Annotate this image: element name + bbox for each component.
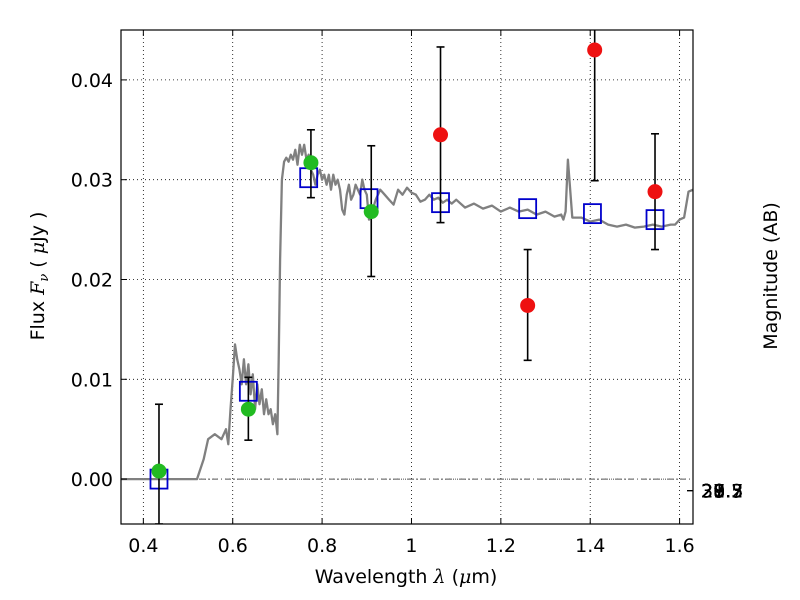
- observed-point-red: [587, 42, 603, 58]
- observed-point-red: [647, 184, 663, 200]
- model-spectrum-line: [121, 143, 693, 481]
- magnitude-tick-label: 27.5: [701, 481, 743, 503]
- y-tick-label: 0.02: [71, 269, 113, 291]
- axis-ticks: [121, 30, 693, 524]
- magnitude-tick-label: 29.5: [701, 481, 743, 503]
- magnitude-tick-label: 30: [701, 481, 725, 503]
- observed-point-green: [303, 155, 319, 171]
- magnitude-tick-label: 28: [701, 481, 725, 503]
- model-photometry-square: [583, 203, 602, 225]
- x-axis-title: Wavelength λ (μm): [315, 566, 498, 588]
- x-tick-label: 0.4: [128, 535, 158, 557]
- magnitude-tick-label: 29: [701, 481, 725, 503]
- observed-point-green: [240, 401, 256, 417]
- magnitude-tick-label: 27.3: [701, 481, 743, 503]
- x-tick-labels: 0.4 0.6 0.8 1 1.2 1.4 1.6: [128, 535, 694, 557]
- magnitude-tick-label: 28.2: [701, 481, 743, 503]
- y-tick-label: 0.04: [71, 70, 113, 92]
- axes-frame: [120, 29, 694, 525]
- x-tick-label: 1: [405, 535, 417, 557]
- y-tick-label: 0.00: [71, 469, 113, 491]
- plot-area: [121, 30, 693, 524]
- magnitude-tick-label: 27.7: [701, 481, 743, 503]
- x-tick-label: 0.6: [218, 535, 248, 557]
- x-tick-label: 1.4: [575, 535, 605, 557]
- grid-lines: [121, 30, 693, 524]
- y-tick-labels: 0.00 0.01 0.02 0.03 0.04: [71, 70, 113, 491]
- x-tick-label: 1.6: [664, 535, 694, 557]
- observed-point-red: [520, 297, 536, 313]
- x-tick-label: 0.8: [307, 535, 337, 557]
- y-tick-label: 0.01: [71, 369, 113, 391]
- y2-axis-title: Magnitude (AB): [760, 202, 782, 350]
- magnitude-tick-label: 31: [701, 481, 725, 503]
- magnitude-tick-label: 28.5: [701, 481, 743, 503]
- y-tick-label: 0.03: [71, 170, 113, 192]
- x-tick-label: 1.2: [486, 535, 516, 557]
- model-photometry-square: [518, 198, 538, 220]
- observed-point-red: [433, 127, 449, 143]
- plot-content: [121, 30, 693, 524]
- observed-point-green: [363, 204, 379, 220]
- observed-point-green: [151, 463, 167, 479]
